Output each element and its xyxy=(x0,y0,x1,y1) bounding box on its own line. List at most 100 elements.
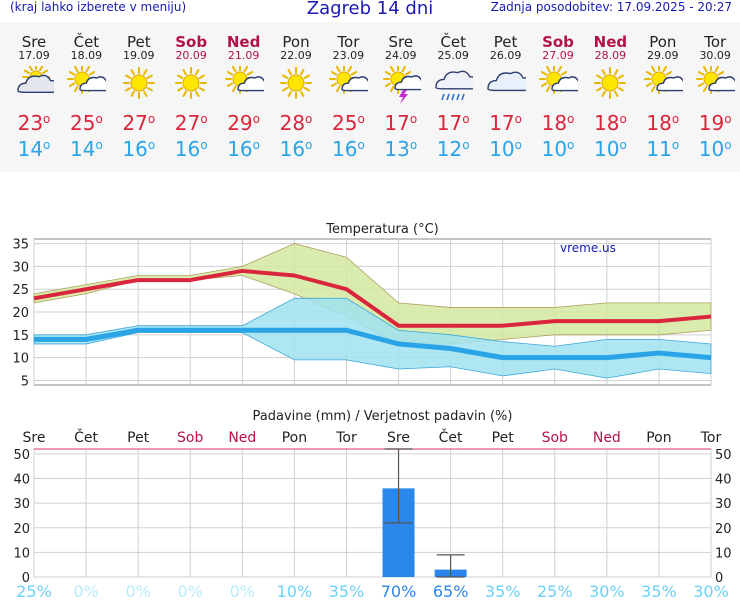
probability-label: 0% xyxy=(73,582,98,599)
degree-symbol: o xyxy=(671,112,680,126)
cloud-icon xyxy=(486,71,526,92)
degree-symbol: o xyxy=(200,112,208,126)
min-temperature: 16o xyxy=(331,137,365,161)
weather-icon-cell xyxy=(375,66,427,104)
probability-label: 30% xyxy=(693,582,729,599)
rain-cloud-icon xyxy=(435,70,474,101)
probability-label: 25% xyxy=(16,582,52,599)
probability-label: 10% xyxy=(277,582,313,599)
y-tick-label-left: 50 xyxy=(13,448,30,463)
temperature-chart: 5 10 15 20 25 30 35 Temperatura (°C) vreme.us xyxy=(12,222,712,389)
degree-symbol: o xyxy=(43,138,51,152)
y-tick-label-left: 30 xyxy=(13,497,30,512)
sun-cloud-icon xyxy=(224,66,264,94)
y-tick-label-right: 50 xyxy=(715,448,732,463)
sun-icon xyxy=(594,67,627,99)
y-tick-label: 5 xyxy=(21,374,29,389)
day-name: Sob xyxy=(175,33,208,51)
day-date: 23.09 xyxy=(332,49,365,62)
max-temperature: 18o xyxy=(646,111,680,135)
day-name: Sre xyxy=(388,33,414,51)
last-update: Zadnja posodobitev: 17.09.2025 - 20:27 xyxy=(490,0,732,14)
day-name: Tor xyxy=(337,33,360,51)
x-tick-label: Tor xyxy=(700,430,722,446)
degree-symbol: o xyxy=(305,112,313,126)
sun-cloud-icon xyxy=(539,66,578,94)
y-tick-label-left: 40 xyxy=(13,473,30,488)
day-column: Pon 22.09 28o 16o xyxy=(270,22,322,162)
probability-label: 25% xyxy=(537,582,573,599)
min-temperature: 10o xyxy=(541,137,575,161)
probability-label: 0% xyxy=(230,582,255,599)
y-tick-label: 10 xyxy=(12,352,29,367)
max-temperature: 17o xyxy=(489,111,522,135)
day-name: Ned xyxy=(593,33,628,51)
day-column: Sre 17.09 23o 14o xyxy=(8,22,60,162)
max-temperature: 29o xyxy=(227,111,260,135)
cloudy-sun-icon xyxy=(17,66,54,93)
max-temperature: 18o xyxy=(593,111,627,135)
day-column: Sob 27.09 18o 10o xyxy=(532,22,584,162)
day-date: 22.09 xyxy=(280,49,312,62)
y-tick-label: 20 xyxy=(12,306,29,321)
sun-cloud-icon xyxy=(67,66,107,94)
probability-label: 0% xyxy=(125,582,150,599)
x-tick-label: Sob xyxy=(177,430,203,446)
probability-label: 70% xyxy=(381,582,417,599)
min-temperature: 12o xyxy=(436,137,470,161)
degree-symbol: o xyxy=(252,138,260,152)
probability-label: 35% xyxy=(641,582,677,599)
x-tick-label: Pet xyxy=(127,430,150,446)
day-date: 20.09 xyxy=(175,49,207,62)
day-column: Sre 24.09 17o 13o xyxy=(375,22,427,162)
day-name: Ned xyxy=(226,33,261,51)
day-date: 28.09 xyxy=(594,49,627,62)
sun-cloud-icon xyxy=(643,66,683,94)
probability-label: 35% xyxy=(485,582,521,599)
y-tick-label-left: 0 xyxy=(22,571,30,586)
sun-cloud-icon xyxy=(696,66,736,94)
degree-symbol: o xyxy=(619,138,627,152)
max-range-band xyxy=(33,243,712,345)
x-tick-label: Sre xyxy=(387,430,410,446)
day-name: Pon xyxy=(282,33,310,51)
degree-symbol: o xyxy=(147,138,156,152)
min-temperature: 16o xyxy=(122,137,156,161)
day-name: Sob xyxy=(542,33,574,51)
weather-icon-cell xyxy=(584,67,636,104)
degree-symbol: o xyxy=(514,112,522,126)
probability-label: 65% xyxy=(433,582,469,599)
day-column: Pon 29.09 18o 11o xyxy=(637,22,689,162)
sun-cloud-icon xyxy=(67,66,107,94)
degree-symbol: o xyxy=(357,138,365,152)
degree-symbol: o xyxy=(200,138,208,152)
y-tick-label-right: 40 xyxy=(715,473,732,488)
precipitation-chart: Padavine (mm) / Verjetnost padavin (%) Sr… xyxy=(13,409,732,599)
weather-icon-cell xyxy=(165,67,217,104)
day-column: Sob 20.09 27o 16o xyxy=(165,22,217,162)
day-column: Ned 28.09 18o 10o xyxy=(584,22,636,162)
weather-icon-cell xyxy=(60,66,112,104)
max-temperature: 18o xyxy=(541,111,575,135)
y-tick-label: 25 xyxy=(12,283,29,298)
degree-symbol: o xyxy=(619,112,627,126)
chart-title: Padavine (mm) / Verjetnost padavin (%) xyxy=(253,409,513,424)
min-temperature: 16o xyxy=(174,137,208,161)
min-temperature: 10o xyxy=(698,137,732,161)
probability-label: 0% xyxy=(178,582,203,599)
y-tick-label-left: 10 xyxy=(13,546,30,561)
weather-icon-cell xyxy=(480,68,532,104)
min-temperature: 11o xyxy=(646,137,680,161)
day-date: 30.09 xyxy=(699,49,731,62)
day-name: Čet xyxy=(73,33,100,51)
weather-icon-cell xyxy=(270,67,322,104)
x-tick-label: Sob xyxy=(542,430,568,446)
max-temperature: 27o xyxy=(122,111,156,135)
weather-icon-cell xyxy=(322,66,374,104)
menu-hint: (kraj lahko izberete v meniju) xyxy=(10,0,187,14)
max-temperature: 19o xyxy=(698,111,732,135)
max-temperature: 17o xyxy=(436,111,470,135)
degree-symbol: o xyxy=(724,138,732,152)
sun-icon xyxy=(175,67,208,99)
x-tick-label: Čet xyxy=(74,428,98,446)
